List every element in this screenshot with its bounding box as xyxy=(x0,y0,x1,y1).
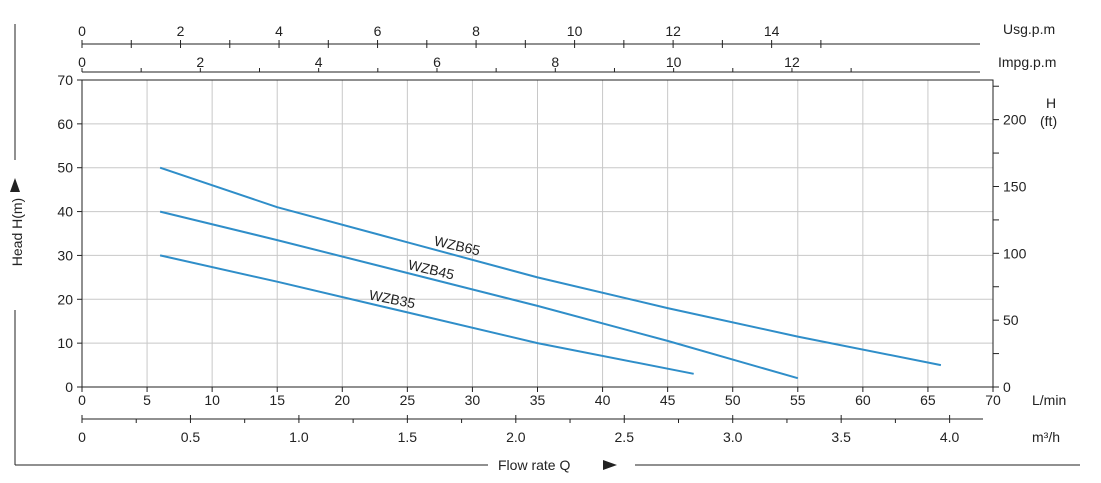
y-tick-label: 30 xyxy=(57,247,73,263)
m3h-tick-label: 1.5 xyxy=(398,429,418,445)
x-tick-label: 10 xyxy=(204,392,220,408)
usgpm-tick-label: 4 xyxy=(275,23,283,39)
usgpm-tick-label: 12 xyxy=(665,23,681,39)
x-tick-label: 35 xyxy=(530,392,546,408)
x-unit-label: L/min xyxy=(1032,392,1066,408)
grid xyxy=(82,80,993,387)
y-tick-label: 50 xyxy=(57,160,73,176)
usgpm-label: Usg.p.m xyxy=(1003,21,1055,37)
x-tick-label: 65 xyxy=(920,392,936,408)
series-label-wzb65: WZB65 xyxy=(433,233,482,259)
usgpm-tick-label: 2 xyxy=(177,23,185,39)
m3h-tick-label: 0.5 xyxy=(181,429,201,445)
series-line-wzb35 xyxy=(159,254,694,375)
y-arrow-icon xyxy=(10,178,20,192)
labels: Head H(m) Flow rate Q L/min Usg.p.m Impg… xyxy=(9,21,1080,473)
usgpm-tick-label: 8 xyxy=(472,23,480,39)
usgpm-tick-label: 0 xyxy=(78,23,86,39)
y-axis-label: Head H(m) xyxy=(9,198,25,266)
ft-tick-label: 150 xyxy=(1003,178,1027,194)
x-axis-label: Flow rate Q xyxy=(498,457,570,473)
y-tick-label: 0 xyxy=(65,379,73,395)
x-tick-label: 40 xyxy=(595,392,611,408)
series-label-wzb35: WZB35 xyxy=(368,286,417,311)
ft-tick-label: 0 xyxy=(1003,379,1011,395)
m3h-tick-label: 0 xyxy=(78,429,86,445)
impgpm-tick-label: 12 xyxy=(784,54,800,70)
y-tick-label: 40 xyxy=(57,204,73,220)
m3h-tick-label: 4.0 xyxy=(940,429,960,445)
x-tick-label: 5 xyxy=(143,392,151,408)
impgpm-tick-label: 2 xyxy=(196,54,204,70)
impgpm-tick-label: 10 xyxy=(666,54,682,70)
x-tick-label: 70 xyxy=(985,392,1001,408)
m3h-tick-label: 3.0 xyxy=(723,429,743,445)
x-tick-label: 50 xyxy=(725,392,741,408)
x-tick-label: 45 xyxy=(660,392,676,408)
head-ft-unit: (ft) xyxy=(1040,113,1057,129)
m3h-tick-label: 1.0 xyxy=(289,429,309,445)
impgpm-tick-label: 0 xyxy=(78,54,86,70)
ft-tick-label: 50 xyxy=(1003,312,1019,328)
x-tick-label: 0 xyxy=(78,392,86,408)
usgpm-tick-label: 10 xyxy=(567,23,583,39)
m3h-tick-label: 2.0 xyxy=(506,429,526,445)
ft-tick-label: 100 xyxy=(1003,245,1027,261)
x-arrow-icon xyxy=(603,460,617,470)
series-line-wzb45 xyxy=(159,210,799,380)
m3h-tick-label: 3.5 xyxy=(831,429,851,445)
x-tick-label: 15 xyxy=(269,392,285,408)
y-tick-label: 70 xyxy=(57,72,73,88)
impgpm-tick-label: 8 xyxy=(551,54,559,70)
ft-tick-label: 200 xyxy=(1003,112,1027,128)
m3h-label: m³/h xyxy=(1032,429,1060,445)
x-tick-label: 25 xyxy=(400,392,416,408)
x-tick-label: 20 xyxy=(334,392,350,408)
y-tick-label: 60 xyxy=(57,116,73,132)
y-tick-label: 20 xyxy=(57,291,73,307)
series-line-wzb65 xyxy=(159,166,942,367)
y-tick-label: 10 xyxy=(57,335,73,351)
x-tick-label: 30 xyxy=(465,392,481,408)
x-tick-label: 55 xyxy=(790,392,806,408)
impgpm-label: Impg.p.m xyxy=(998,54,1056,70)
usgpm-tick-label: 14 xyxy=(764,23,780,39)
impgpm-tick-label: 6 xyxy=(433,54,441,70)
usgpm-tick-label: 6 xyxy=(374,23,382,39)
impgpm-tick-label: 4 xyxy=(315,54,323,70)
m3h-tick-label: 2.5 xyxy=(615,429,635,445)
head-ft-label: H xyxy=(1046,95,1056,111)
x-tick-label: 60 xyxy=(855,392,871,408)
